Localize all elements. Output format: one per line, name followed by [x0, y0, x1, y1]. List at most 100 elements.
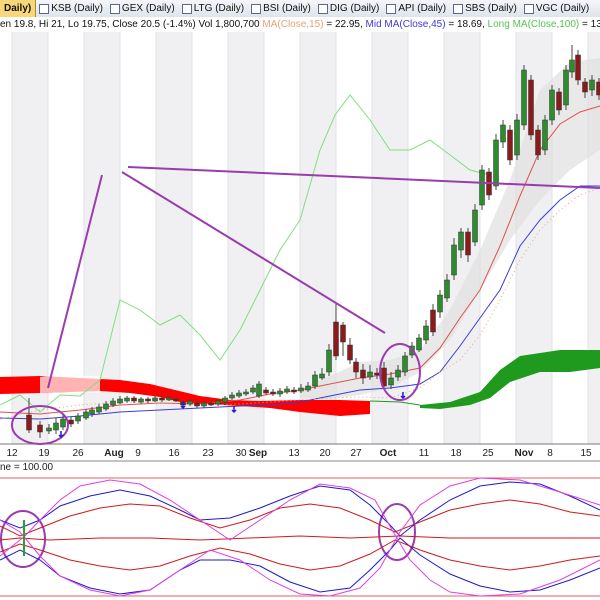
- moving-averages: [0, 94, 600, 420]
- osc-red-upper: [0, 499, 600, 537]
- candle-body: [542, 119, 548, 151]
- candle-body: [291, 389, 297, 393]
- candle-body: [236, 392, 242, 397]
- candle-body: [305, 385, 311, 391]
- candle-body: [563, 69, 569, 106]
- candle-body: [535, 129, 541, 156]
- ma15-label: MA(Close,15): [262, 19, 324, 30]
- candle-body: [416, 337, 422, 351]
- x-tick-label: 30: [235, 448, 247, 459]
- candle-body: [215, 400, 221, 405]
- candle-body: [138, 398, 144, 403]
- candle-body: [472, 209, 478, 243]
- candle-body: [360, 369, 366, 379]
- ma100-label: Long MA(Close,100): [487, 19, 580, 30]
- candle-body: [75, 415, 81, 422]
- candle-body: [458, 231, 464, 251]
- x-tick-label: 19: [38, 448, 50, 459]
- candle-body: [312, 374, 318, 387]
- bullish-cloud: [420, 350, 600, 409]
- trendline-down: [121, 171, 386, 334]
- candle-body: [284, 388, 290, 393]
- candle-body: [493, 139, 499, 187]
- candle-body: [353, 361, 359, 373]
- week-band: [84, 32, 120, 444]
- checkbox-icon[interactable]: [453, 3, 464, 14]
- senkou-line: [369, 400, 421, 406]
- tab-sbs[interactable]: SBS (Daily): [450, 0, 521, 17]
- checkbox-icon[interactable]: [523, 3, 534, 14]
- candle-body: [451, 244, 457, 276]
- tab-bsi[interactable]: BSI (Daily): [248, 0, 315, 17]
- ma15-dotted-line: [0, 187, 600, 420]
- x-tick-label: 16: [168, 448, 180, 459]
- candle-body: [340, 324, 346, 343]
- candle-body: [319, 373, 325, 379]
- tab-api[interactable]: API (Daily): [383, 0, 450, 17]
- candle-body: [117, 398, 123, 404]
- tab-dig[interactable]: DIG (Daily): [315, 0, 383, 17]
- x-axis: 12 19 26 Aug 9 16 23 30 Sep 13 20 27 Oct 11 18 25 Nov 8 15: [6, 448, 592, 459]
- candle-body: [83, 411, 89, 419]
- chart-tab-bar: Daily) KSB (Daily) GEX (Daily) LTG (Dail…: [0, 0, 600, 18]
- tab-gex[interactable]: GEX (Daily): [107, 0, 179, 17]
- circle-annotations[interactable]: [0, 343, 421, 568]
- checkbox-icon[interactable]: [251, 3, 262, 14]
- candle-body: [152, 397, 158, 402]
- ma15-value: = 22.95,: [326, 19, 363, 30]
- tab-ltg[interactable]: LTG (Daily): [179, 0, 248, 17]
- candle-body: [444, 279, 450, 299]
- candle-body: [263, 389, 269, 394]
- candle-body: [507, 129, 513, 161]
- ma45-value: = 18.69,: [448, 19, 485, 30]
- oscillator-panel: ne = 100.00: [0, 460, 600, 597]
- checkbox-icon[interactable]: [39, 3, 50, 14]
- trendline-resistance: [127, 166, 600, 189]
- tab-vgc[interactable]: VGC (Daily): [521, 0, 593, 17]
- candle-body: [423, 325, 429, 341]
- candle-body: [187, 400, 193, 405]
- ma45-line: [0, 185, 600, 420]
- osc-blue-lower: [0, 537, 600, 595]
- trendlines[interactable]: [47, 166, 600, 389]
- candle-body: [589, 79, 595, 91]
- candle-body: [173, 398, 179, 402]
- candle-body: [298, 387, 304, 392]
- osc-magenta-b: [0, 477, 600, 597]
- candle-body: [89, 409, 95, 415]
- week-bands: [11, 32, 600, 444]
- candle-body: [500, 124, 506, 143]
- candle-body: [347, 344, 353, 361]
- buy-arrow-icon: [231, 406, 237, 414]
- candle-body: [110, 400, 116, 406]
- candle-body: [367, 371, 373, 378]
- x-tick-label: Oct: [380, 448, 397, 459]
- circle-annotation-osc1: [0, 510, 46, 568]
- candle-body: [96, 406, 102, 413]
- tab-active[interactable]: Daily): [0, 0, 37, 17]
- x-tick-label: 11: [419, 448, 430, 459]
- candle-body: [243, 391, 249, 395]
- x-tick-label: 25: [482, 448, 494, 459]
- checkbox-icon[interactable]: [109, 3, 120, 14]
- candle-body: [270, 391, 276, 395]
- candle-body: [465, 231, 471, 256]
- candle-body: [53, 422, 59, 431]
- circle-annotation-oct: [379, 343, 421, 401]
- x-tick-label: 20: [319, 448, 331, 459]
- candle-body: [250, 387, 256, 393]
- week-band: [156, 32, 192, 444]
- candle-body: [528, 79, 534, 136]
- checkbox-icon[interactable]: [181, 3, 192, 14]
- ohlc-readout: en 19.8, Hi 21, Lo 19.75, Close 20.5 (-1…: [0, 19, 260, 30]
- candle-body: [575, 54, 581, 81]
- checkbox-icon[interactable]: [386, 3, 397, 14]
- checkbox-icon[interactable]: [317, 3, 328, 14]
- candle-body: [46, 427, 52, 432]
- candle-body: [208, 402, 214, 406]
- circle-annotation-jul: [11, 405, 69, 445]
- buy-arrow-icon: [58, 431, 64, 439]
- candle-body: [277, 390, 283, 395]
- tab-ksb[interactable]: KSB (Daily): [36, 0, 107, 17]
